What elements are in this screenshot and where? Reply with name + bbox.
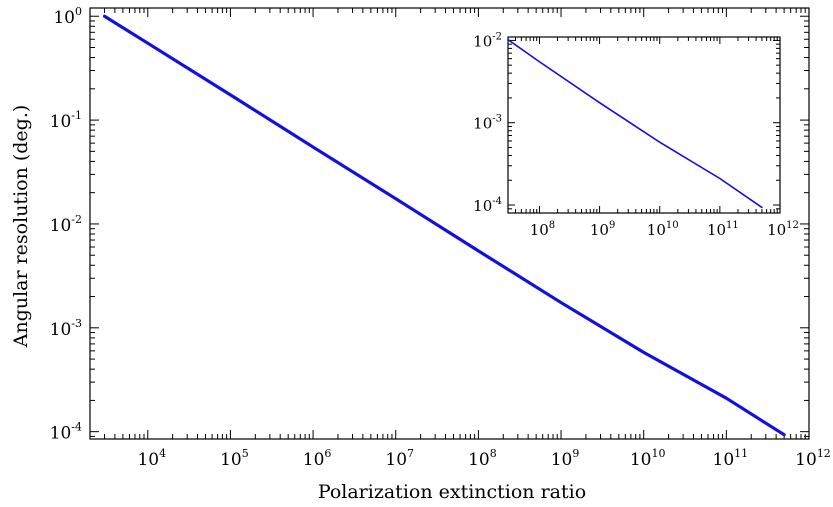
main-x-tick-label: 105 — [220, 447, 249, 470]
main-x-tick-label: 109 — [551, 447, 580, 470]
inset-x-tick-label: 1012 — [767, 220, 799, 239]
main-series-line — [102, 14, 786, 437]
main-x-tick-label: 1010 — [630, 447, 666, 470]
inset-frame — [507, 36, 781, 214]
main-x-tick-label: 108 — [468, 447, 497, 470]
inset-y-tick-label: 10-2 — [473, 31, 502, 50]
inset-series-line — [507, 38, 763, 209]
main-x-tick-label: 107 — [385, 447, 414, 470]
main-y-tick-label: 10-1 — [50, 109, 82, 132]
inset-y-tick-label: 10-3 — [473, 114, 502, 133]
main-x-tick-label: 104 — [137, 447, 166, 470]
main-y-tick-label: 10-2 — [50, 213, 82, 236]
inset-plot: 108 109 1010 1011 1012 10-2 10-3 10-4 — [473, 31, 799, 239]
main-x-tick-label: 1011 — [713, 447, 749, 470]
x-axis-title: Polarization extinction ratio — [318, 481, 586, 503]
main-y-tick-label: 10-3 — [50, 317, 82, 340]
y-axis-title: Angular resolution (deg.) — [10, 105, 32, 349]
inset-x-tick-label: 1011 — [707, 220, 739, 239]
main-y-tick-label: 10-4 — [50, 421, 82, 444]
main-x-tick-label: 106 — [303, 447, 332, 470]
inset-y-tick-label: 10-4 — [473, 196, 502, 215]
inset-x-tick-label: 109 — [590, 220, 615, 239]
inset-x-tick-label: 1010 — [647, 220, 679, 239]
main-y-tick-label: 100 — [53, 5, 82, 28]
inset-x-tick-label: 108 — [530, 220, 555, 239]
main-x-tick-label: 1012 — [795, 447, 831, 470]
